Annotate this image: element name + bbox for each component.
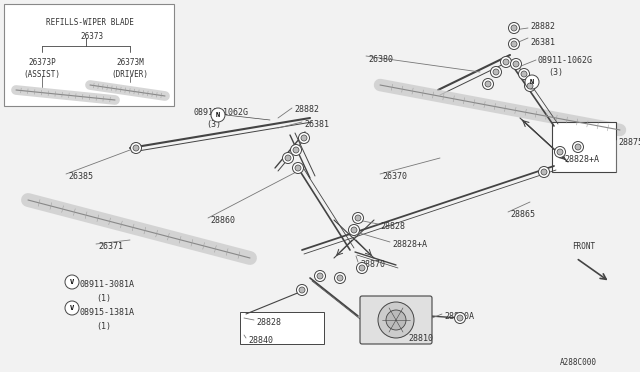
Circle shape: [296, 285, 307, 295]
Circle shape: [301, 135, 307, 141]
Circle shape: [293, 147, 299, 153]
Circle shape: [511, 25, 517, 31]
Text: 28828: 28828: [256, 318, 281, 327]
Text: 26381: 26381: [304, 120, 329, 129]
Text: 28860: 28860: [210, 216, 235, 225]
Circle shape: [386, 310, 406, 330]
Circle shape: [493, 69, 499, 75]
Text: 28882: 28882: [530, 22, 555, 31]
Circle shape: [483, 78, 493, 90]
Text: (ASSIST): (ASSIST): [24, 70, 61, 79]
Text: REFILLS-WIPER BLADE: REFILLS-WIPER BLADE: [46, 18, 134, 27]
Text: V: V: [70, 305, 74, 311]
Text: 26381: 26381: [530, 38, 555, 47]
Text: 28840: 28840: [248, 336, 273, 345]
Circle shape: [295, 165, 301, 171]
Circle shape: [554, 147, 566, 157]
Circle shape: [298, 132, 310, 144]
Circle shape: [509, 38, 520, 49]
Text: 28870: 28870: [360, 260, 385, 269]
Text: 26380: 26380: [368, 55, 393, 64]
Circle shape: [575, 144, 581, 150]
Circle shape: [65, 301, 79, 315]
Text: N: N: [530, 79, 534, 85]
Text: A288C000: A288C000: [560, 358, 597, 367]
Text: (3): (3): [548, 68, 563, 77]
Text: 26370: 26370: [382, 172, 407, 181]
Text: (1): (1): [96, 322, 111, 331]
Circle shape: [335, 273, 346, 283]
Circle shape: [65, 275, 79, 289]
Circle shape: [454, 312, 465, 324]
Text: 28828+A: 28828+A: [564, 155, 599, 164]
Circle shape: [359, 265, 365, 271]
Circle shape: [511, 58, 522, 70]
Text: (1): (1): [96, 294, 111, 303]
Text: 28875: 28875: [618, 138, 640, 147]
Circle shape: [485, 81, 491, 87]
Circle shape: [355, 215, 361, 221]
Circle shape: [457, 315, 463, 321]
Text: 28828+A: 28828+A: [392, 240, 427, 249]
Text: 26371: 26371: [98, 242, 123, 251]
Circle shape: [317, 273, 323, 279]
Text: 28865: 28865: [510, 210, 535, 219]
Circle shape: [353, 212, 364, 224]
Circle shape: [541, 169, 547, 175]
Circle shape: [314, 270, 326, 282]
Text: 26385: 26385: [68, 172, 93, 181]
FancyBboxPatch shape: [360, 296, 432, 344]
Bar: [240, 312, 324, 344]
Text: 28882: 28882: [294, 105, 319, 114]
Circle shape: [511, 41, 517, 47]
Circle shape: [509, 22, 520, 33]
Circle shape: [527, 83, 533, 89]
Text: 28810: 28810: [408, 334, 433, 343]
Circle shape: [513, 61, 519, 67]
Circle shape: [291, 144, 301, 155]
Text: FRONT: FRONT: [572, 242, 595, 251]
Circle shape: [349, 224, 360, 235]
Text: 26373M: 26373M: [116, 58, 144, 67]
Circle shape: [521, 71, 527, 77]
Circle shape: [351, 227, 357, 233]
Text: 26373P: 26373P: [28, 58, 56, 67]
Circle shape: [503, 59, 509, 65]
Text: 28828: 28828: [380, 222, 405, 231]
Circle shape: [557, 149, 563, 155]
Text: N: N: [216, 112, 220, 118]
Circle shape: [518, 68, 529, 80]
Text: 08911-1062G: 08911-1062G: [538, 56, 593, 65]
Bar: [4, 4, 174, 106]
Circle shape: [525, 80, 536, 92]
Text: V: V: [70, 279, 74, 285]
Circle shape: [211, 108, 225, 122]
Text: 08915-1381A: 08915-1381A: [80, 308, 135, 317]
Bar: [552, 122, 616, 172]
Circle shape: [500, 57, 511, 67]
Text: 08911-1062G: 08911-1062G: [194, 108, 249, 117]
Circle shape: [282, 153, 294, 164]
Circle shape: [356, 263, 367, 273]
Circle shape: [292, 163, 303, 173]
Text: 08911-3081A: 08911-3081A: [80, 280, 135, 289]
Circle shape: [285, 155, 291, 161]
Circle shape: [378, 302, 414, 338]
Circle shape: [573, 141, 584, 153]
Text: 26373: 26373: [81, 32, 104, 41]
Circle shape: [299, 287, 305, 293]
Text: 28810A: 28810A: [444, 312, 474, 321]
Circle shape: [490, 67, 502, 77]
Circle shape: [525, 75, 539, 89]
Circle shape: [538, 167, 550, 177]
Circle shape: [131, 142, 141, 154]
Text: (DRIVER): (DRIVER): [111, 70, 148, 79]
Text: (3): (3): [206, 120, 221, 129]
Circle shape: [133, 145, 139, 151]
Circle shape: [337, 275, 343, 281]
